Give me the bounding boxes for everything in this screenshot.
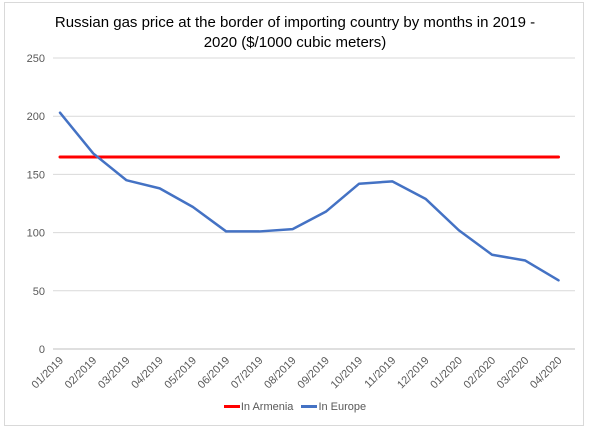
x-tick-label: 03/2020	[495, 355, 532, 392]
y-tick-label: 200	[27, 111, 45, 123]
x-tick-label: 04/2020	[528, 355, 565, 392]
legend-item-in-europe: In Europe	[301, 401, 366, 413]
chart-title: Russian gas price at the border of impor…	[5, 13, 585, 53]
x-tick-label: 02/2020	[462, 355, 499, 392]
y-axis-ticks: 0 50 100 150 200 250	[27, 53, 45, 356]
legend-item-in-armenia: In Armenia	[223, 400, 294, 413]
y-tick-label: 100	[27, 228, 45, 240]
chart-frame: Russian gas price at the border of impor…	[4, 2, 584, 426]
x-tick-label: 06/2019	[196, 355, 233, 392]
legend-swatch	[301, 405, 318, 408]
legend-label: In Armenia	[240, 400, 294, 413]
x-tick-label: 01/2020	[428, 355, 465, 392]
series-lines	[58, 111, 561, 282]
x-tick-label: 05/2019	[162, 355, 199, 392]
x-tick-label: 03/2019	[96, 355, 133, 392]
x-tick-label: 02/2019	[63, 355, 100, 392]
x-tick-label: 11/2019	[362, 355, 398, 391]
y-tick-label: 50	[33, 286, 45, 298]
series-line-in-europe	[58, 111, 560, 282]
gridlines	[53, 57, 575, 350]
x-axis-ticks: 01/201902/201903/201904/201905/201906/20…	[30, 355, 565, 392]
legend-swatch	[223, 405, 240, 408]
chart-title-line1: Russian gas price at the border of impor…	[54, 14, 536, 31]
x-tick-label: 12/2019	[395, 355, 432, 392]
y-tick-label: 250	[27, 53, 45, 65]
x-tick-label: 07/2019	[229, 355, 266, 392]
x-tick-label: 01/2019	[30, 355, 67, 392]
x-tick-label: 08/2019	[262, 355, 299, 392]
y-tick-label: 150	[27, 169, 45, 181]
x-tick-label: 10/2019	[329, 355, 366, 392]
chart-title-line2: 2020 ($/1000 cubic meters)	[203, 34, 387, 51]
x-tick-label: 09/2019	[295, 355, 332, 392]
legend: In Armenia In Europe	[5, 399, 585, 413]
y-tick-label: 0	[39, 344, 45, 356]
legend-label: In Europe	[318, 400, 367, 413]
x-tick-label: 04/2019	[129, 355, 166, 392]
